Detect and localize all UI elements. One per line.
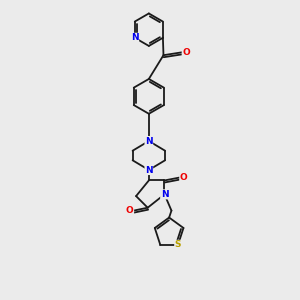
Text: S: S (175, 240, 181, 249)
Text: N: N (145, 166, 153, 175)
Text: O: O (182, 48, 190, 57)
Text: N: N (145, 136, 153, 146)
Text: O: O (126, 206, 134, 215)
Text: O: O (180, 173, 188, 182)
Text: N: N (161, 190, 168, 199)
Text: N: N (131, 33, 139, 42)
